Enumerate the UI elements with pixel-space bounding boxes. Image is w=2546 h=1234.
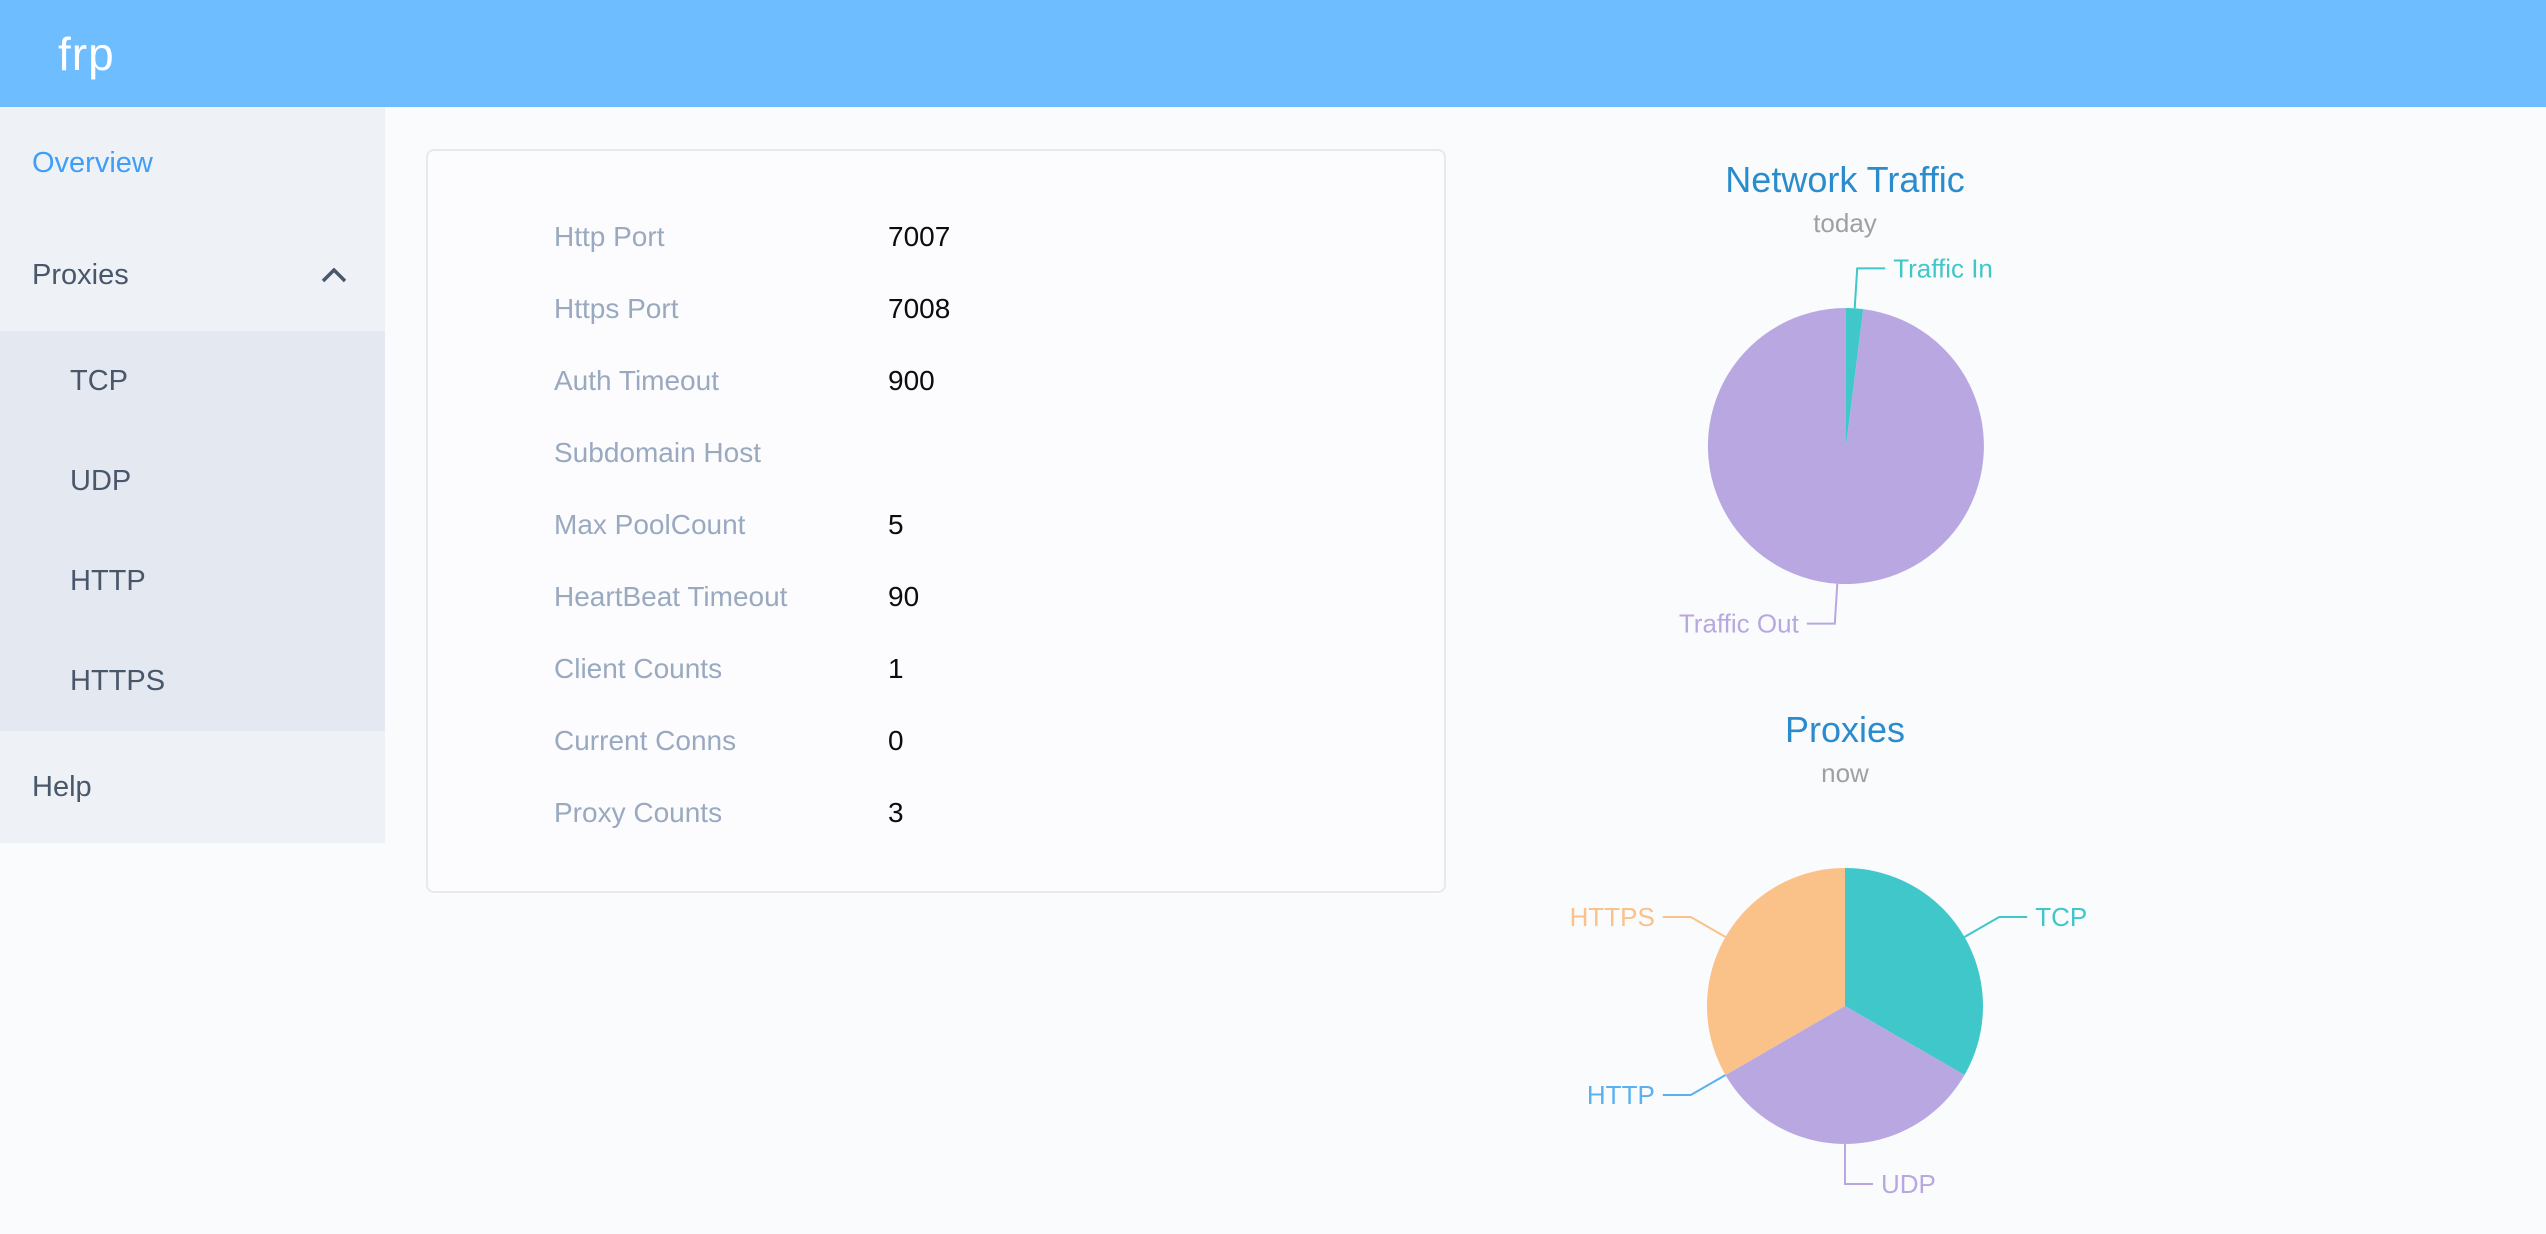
info-row-http-port: Http Port 7007: [428, 201, 1444, 273]
pie-label-line-udp: [1844, 1144, 1873, 1185]
pie-slice-udp: [1725, 1006, 1965, 1144]
proxies-pie: TCP UDP HTTP HTTPS: [1570, 868, 2087, 1199]
sidebar-item-overview[interactable]: Overview: [0, 107, 385, 219]
pie-label-line-traffic-out: [1806, 583, 1839, 625]
sidebar-item-help[interactable]: Help: [0, 731, 385, 843]
info-row-heartbeat-timeout: HeartBeat Timeout 90: [428, 561, 1444, 633]
sidebar-item-label: TCP: [70, 364, 128, 397]
info-value: 5: [888, 509, 904, 540]
sidebar-item-https[interactable]: HTTPS: [0, 631, 385, 731]
server-info-card: Http Port 7007 Https Port 7008 Auth Time…: [426, 149, 1446, 893]
sidebar-item-http[interactable]: HTTP: [0, 531, 385, 631]
sidebar-item-tcp[interactable]: TCP: [0, 331, 385, 431]
chart-subtitle: today: [1813, 208, 1877, 238]
info-value: 90: [888, 581, 920, 612]
info-label: Https Port: [554, 293, 679, 324]
sidebar-item-udp[interactable]: UDP: [0, 431, 385, 531]
info-label: HeartBeat Timeout: [554, 581, 788, 612]
network-traffic-chart: Network Traffic today Traffic In Traffic …: [1520, 140, 2170, 660]
info-row-proxy-counts: Proxy Counts 3: [428, 777, 1444, 849]
info-label: Client Counts: [554, 653, 723, 684]
info-label: Auth Timeout: [554, 365, 719, 396]
chart-subtitle: now: [1821, 758, 1869, 788]
app-logo: frp: [58, 27, 115, 80]
pie-label-line-traffic-in: [1853, 267, 1886, 309]
sidebar-item-proxies[interactable]: Proxies: [0, 219, 385, 331]
pie-label-traffic-in: Traffic In: [1893, 253, 1993, 283]
info-value: 3: [888, 797, 904, 828]
chart-title: Network Traffic: [1725, 159, 1965, 200]
sidebar-item-label: UDP: [70, 464, 132, 497]
proxies-submenu: TCP UDP HTTP HTTPS: [0, 331, 385, 731]
network-traffic-pie: Traffic In Traffic Out: [1679, 253, 1993, 639]
info-label: Current Conns: [554, 725, 737, 756]
pie-slice-https: [1707, 868, 1845, 1075]
info-row-https-port: Https Port 7008: [428, 273, 1444, 345]
pie-label-http: HTTP: [1587, 1080, 1655, 1110]
pie-label-line-tcp: [1964, 916, 2028, 938]
pie-label-traffic-out: Traffic Out: [1679, 609, 1800, 639]
pie-slice-traffic-in: [1846, 308, 1864, 446]
proxies-chart: Proxies now TCP UDP HTTP HTTPS: [1520, 690, 2170, 1234]
info-label: Subdomain Host: [554, 437, 762, 468]
sidebar-item-label: Proxies: [32, 258, 129, 291]
sidebar-item-label: HTTP: [70, 564, 146, 597]
info-label: Proxy Counts: [554, 797, 723, 828]
pie-label-tcp: TCP: [2035, 902, 2087, 932]
info-value: 7007: [888, 221, 951, 252]
info-value: 900: [888, 365, 935, 396]
chevron-up-icon: [321, 267, 347, 282]
pie-label-line-http: [1662, 1074, 1726, 1096]
pie-slice-tcp: [1845, 868, 1983, 1075]
sidebar-item-label: Help: [32, 770, 92, 803]
sidebar-menu: Overview Proxies TCP UDP HTTP HTTPS Help: [0, 107, 385, 843]
info-value: 1: [888, 653, 904, 684]
pie-slice-traffic-out: [1707, 307, 1984, 584]
info-row-client-counts: Client Counts 1: [428, 633, 1444, 705]
sidebar-item-label: Overview: [32, 146, 153, 179]
info-label: Max PoolCount: [554, 509, 746, 540]
chart-title: Proxies: [1784, 709, 1906, 750]
pie-label-https: HTTPS: [1570, 902, 1655, 932]
info-value: 0: [888, 725, 904, 756]
info-label: Http Port: [554, 221, 665, 252]
info-row-max-poolcount: Max PoolCount 5: [428, 489, 1444, 561]
app-header: frp: [0, 0, 2546, 107]
sidebar-item-label: HTTPS: [70, 664, 166, 697]
info-value: 7008: [888, 293, 951, 324]
info-row-current-conns: Current Conns 0: [428, 705, 1444, 777]
info-row-subdomain-host: Subdomain Host: [428, 417, 1444, 489]
pie-label-line-https: [1662, 916, 1726, 938]
pie-label-udp: UDP: [1881, 1169, 1936, 1199]
info-row-auth-timeout: Auth Timeout 900: [428, 345, 1444, 417]
